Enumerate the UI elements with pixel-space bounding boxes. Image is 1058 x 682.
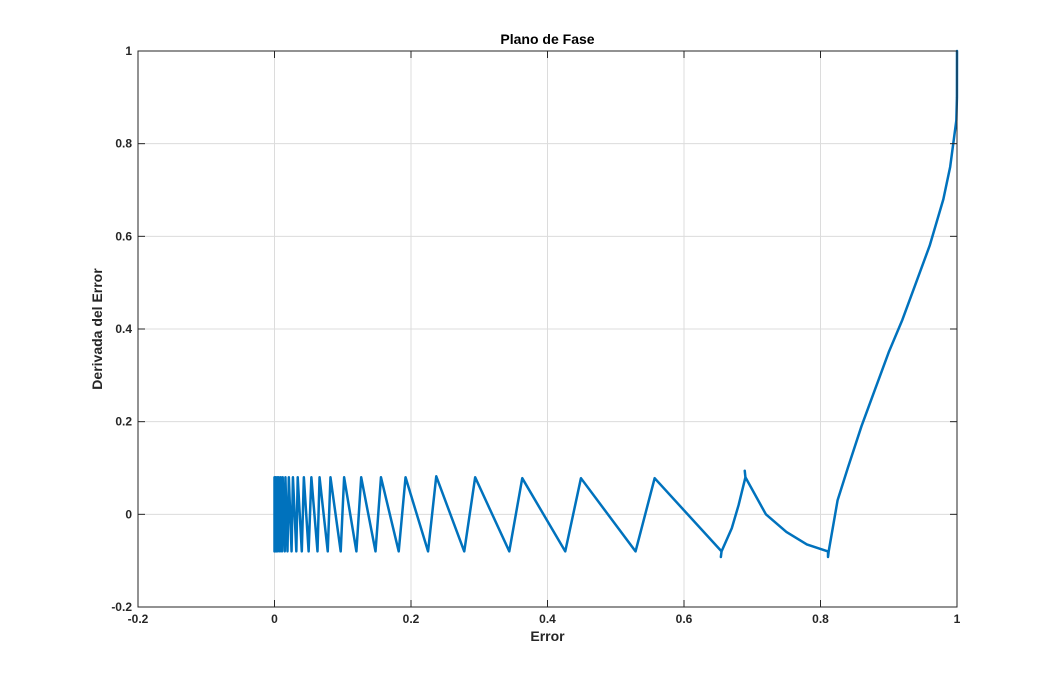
x-tick-label: 0.4 bbox=[539, 612, 556, 626]
y-tick-label: 0.8 bbox=[115, 137, 132, 151]
x-axis-label: Error bbox=[530, 628, 565, 644]
x-tick-label: -0.2 bbox=[128, 612, 149, 626]
x-tick-label: 0.2 bbox=[403, 612, 420, 626]
series-line bbox=[273, 49, 959, 559]
y-axis-label: Derivada del Error bbox=[89, 268, 105, 390]
x-tick-label: 1 bbox=[954, 612, 961, 626]
x-tick-label: 0.8 bbox=[812, 612, 829, 626]
y-tick-label: 0.4 bbox=[115, 322, 132, 336]
x-tick-label: 0.6 bbox=[676, 612, 693, 626]
y-tick-label: -0.2 bbox=[111, 600, 132, 614]
ticks: -0.2 0 0.2 0.4 0.6 0.8 1 -0.2 0 0.2 0.4 0.6 0.8 1 bbox=[111, 44, 960, 626]
y-tick-label: 0.6 bbox=[115, 229, 132, 243]
plot-area bbox=[273, 49, 959, 559]
y-tick-label: 0 bbox=[125, 507, 132, 521]
y-tick-label: 1 bbox=[125, 44, 132, 58]
x-tick-label: 0 bbox=[271, 612, 278, 626]
chart-title: Plano de Fase bbox=[500, 31, 594, 47]
y-tick-label: 0.2 bbox=[115, 415, 132, 429]
